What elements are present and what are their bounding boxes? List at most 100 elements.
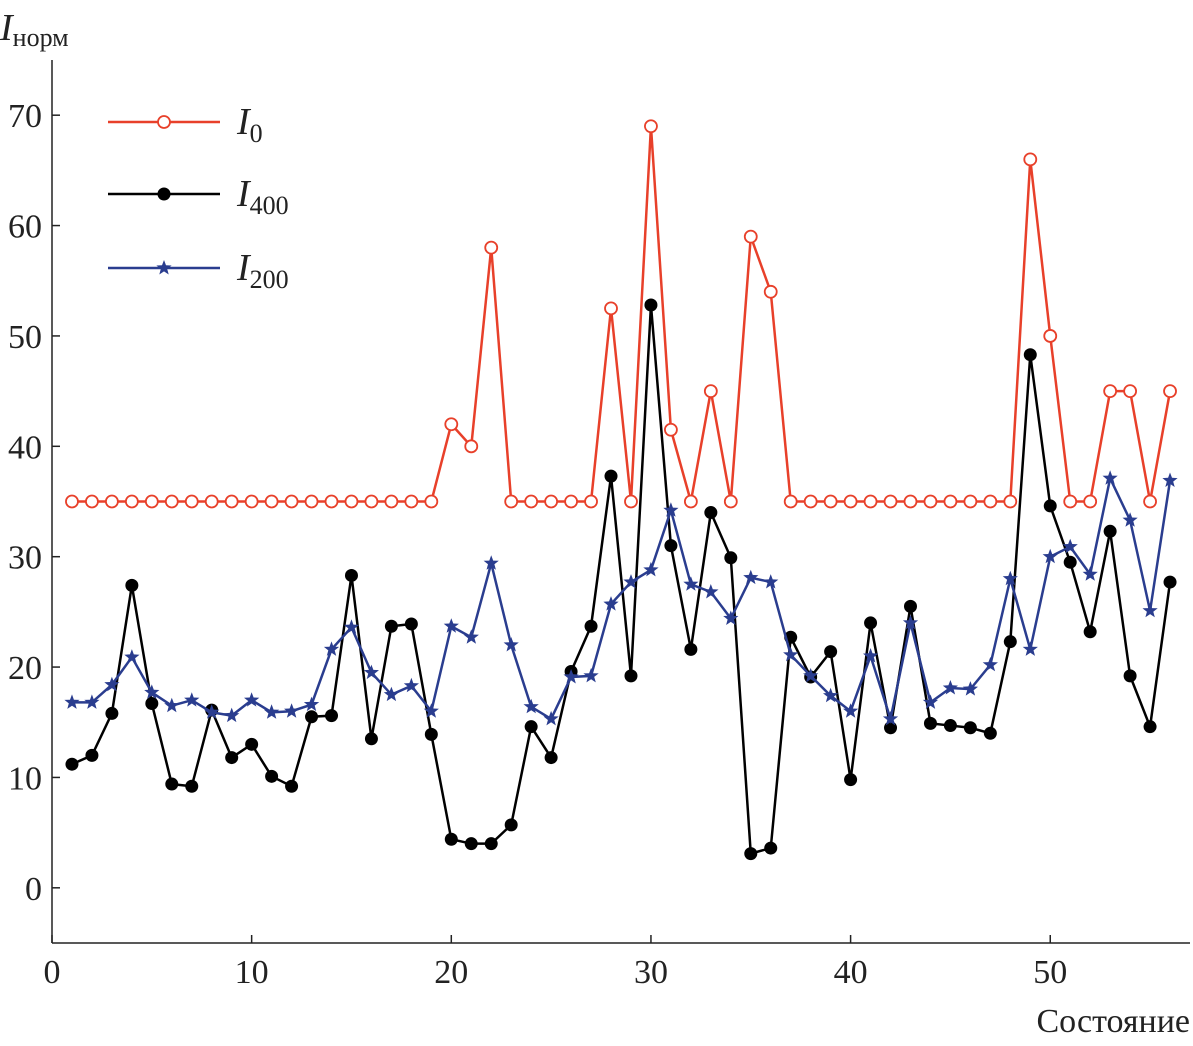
data-point (145, 696, 159, 710)
data-point (364, 494, 379, 509)
data-point (583, 667, 599, 683)
data-point (883, 494, 898, 509)
data-point (524, 494, 539, 509)
data-point (1002, 570, 1018, 586)
data-point (1003, 635, 1017, 649)
data-point (902, 614, 919, 630)
data-point (1143, 494, 1157, 509)
data-point (264, 494, 279, 509)
data-point (184, 494, 199, 509)
x-tick-label: 50 (1033, 954, 1067, 991)
data-point (1102, 470, 1118, 485)
data-point (643, 561, 659, 577)
data-point (864, 616, 878, 630)
data-point (323, 641, 340, 656)
data-point (85, 748, 99, 762)
data-point (464, 439, 479, 454)
data-point (943, 494, 958, 509)
legend-marker (156, 260, 172, 275)
data-point (884, 721, 898, 735)
data-point (923, 716, 937, 730)
data-point (185, 779, 199, 793)
data-point (1163, 575, 1177, 589)
legend-label: I200 (236, 247, 289, 294)
data-point (144, 494, 159, 509)
series-I400 (65, 298, 1177, 861)
y-tick-label: 20 (8, 650, 42, 687)
data-point (484, 837, 498, 851)
data-point (644, 298, 658, 312)
data-point (943, 719, 957, 733)
data-point (724, 551, 738, 565)
data-point (364, 732, 378, 746)
data-point (165, 777, 179, 791)
data-point (863, 494, 878, 509)
data-point (624, 494, 638, 509)
data-point (982, 656, 998, 672)
data-point (783, 494, 798, 509)
data-point (384, 619, 398, 633)
data-point (903, 599, 917, 613)
data-point (104, 676, 120, 692)
data-point (923, 494, 938, 509)
legend-item: I200 (108, 247, 289, 294)
series-I200 (64, 470, 1178, 726)
data-point (224, 707, 240, 723)
data-point (404, 617, 418, 631)
series-group (64, 119, 1178, 861)
data-point (124, 649, 140, 664)
data-point (963, 721, 977, 735)
data-point (244, 494, 259, 509)
data-point (743, 569, 759, 585)
data-point (1062, 538, 1078, 554)
data-point (1043, 329, 1058, 343)
data-point (882, 710, 899, 726)
x-axis-label: Состояние (1037, 1003, 1191, 1040)
data-point (204, 494, 219, 509)
data-point (383, 686, 399, 702)
data-point (683, 494, 698, 509)
data-point (1022, 641, 1038, 656)
data-point (325, 709, 339, 723)
data-point (544, 494, 559, 509)
data-point (344, 568, 358, 582)
data-point (983, 726, 997, 740)
y-tick-label: 30 (8, 540, 42, 577)
x-tick-label: 10 (235, 954, 269, 991)
legend-item: I400 (108, 173, 289, 220)
data-point (1042, 548, 1058, 564)
data-point (844, 773, 858, 787)
data-point (823, 494, 838, 509)
data-point (403, 677, 419, 693)
data-point (1143, 720, 1157, 734)
data-point (504, 818, 518, 832)
data-point (424, 727, 438, 741)
data-point (245, 737, 259, 751)
legend-label: I0 (236, 101, 263, 148)
data-point (744, 847, 758, 861)
series-line (71, 304, 1172, 856)
data-point (664, 422, 678, 437)
legend-marker (157, 115, 171, 129)
data-point (703, 384, 718, 399)
data-point (962, 681, 978, 696)
data-point (164, 494, 179, 509)
data-point (843, 703, 859, 718)
data-point (324, 494, 339, 509)
x-tick-label: 20 (434, 954, 468, 991)
data-point (743, 229, 758, 244)
data-point (644, 119, 658, 134)
data-point (244, 692, 260, 707)
data-point (723, 494, 738, 509)
data-point (544, 751, 558, 765)
series-I0 (65, 119, 1177, 509)
data-point (1163, 384, 1177, 399)
y-tick-label: 40 (8, 429, 42, 466)
data-point (264, 704, 280, 719)
data-point (444, 417, 459, 432)
data-point (144, 684, 160, 699)
data-point (1123, 384, 1138, 399)
y-tick-label: 70 (8, 98, 42, 135)
data-point (423, 703, 439, 718)
